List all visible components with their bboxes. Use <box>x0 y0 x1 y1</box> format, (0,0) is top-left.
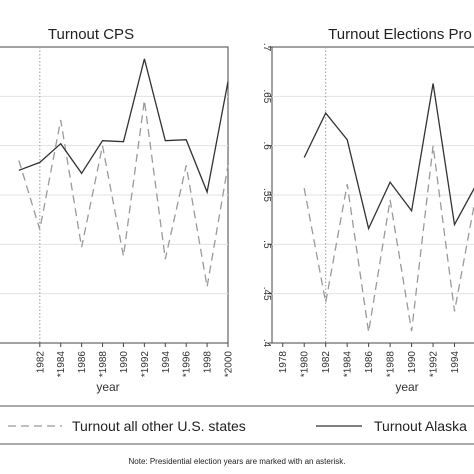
elections-y-tick-label: .4 <box>261 339 272 348</box>
elections-y-tick-label: .55 <box>261 188 272 202</box>
elections-x-tick-label: *1992 <box>429 351 440 378</box>
elections-series-line-others <box>303 145 474 333</box>
elections-x-tick-label: 1978 <box>278 351 289 374</box>
elections-y-tick-label: .45 <box>261 287 272 301</box>
elections-x-tick-label: 1982 <box>321 351 332 374</box>
cps-x-tick-label: *2000 <box>224 351 235 378</box>
cps-x-tick-label: 1994 <box>161 351 172 374</box>
elections-series-line-alaska <box>303 83 474 231</box>
elections-x-tick-label: 1994 <box>450 351 461 374</box>
footnote: Note: Presidential election years are ma… <box>129 457 346 466</box>
cps-chart-title: Turnout CPS <box>48 26 134 43</box>
cps-x-tick-label: 1986 <box>77 351 88 374</box>
elections-x-tick-label: *1980 <box>300 351 311 378</box>
elections-chart-title: Turnout Elections Pro <box>328 26 472 43</box>
elections-x-tick-label: *1988 <box>386 351 397 378</box>
elections-x-tick-label: 1986 <box>364 351 375 374</box>
cps-x-tick-label: *1984 <box>56 351 67 378</box>
elections-x-tick-label: 1990 <box>407 351 418 374</box>
legend-label-others: Turnout all other U.S. states <box>72 418 246 434</box>
cps-panel: Turnout CPS 1982 *1984 1986 *1988 1990 *1992 1… <box>0 26 235 394</box>
cps-x-tick-label: *1992 <box>140 351 151 378</box>
legend-box <box>0 405 474 445</box>
cps-x-tick-label: *1988 <box>98 351 109 378</box>
cps-x-axis-label: year <box>96 380 119 394</box>
elections-y-tick-label: .6 <box>261 141 272 150</box>
elections-y-tick-label: .5 <box>261 240 272 249</box>
cps-series-line-alaska <box>18 58 229 195</box>
elections-x-axis-label: year <box>395 380 418 394</box>
cps-series-line-others <box>18 100 229 287</box>
elections-plot-area: .4 .45 .5 .55 .6 .65 .7 1978 *1980 1982 *1984 1986 *… <box>261 43 474 377</box>
cps-x-tick-label: *1996 <box>182 351 193 378</box>
legend: Turnout all other U.S. states Turnout Al… <box>0 405 474 445</box>
cps-plot-area: 1982 *1984 1986 *1988 1990 *1992 1994 *1996 1998… <box>0 46 235 378</box>
elections-y-tick-label: .7 <box>261 43 272 52</box>
elections-x-tick-label: *1984 <box>343 351 354 378</box>
cps-x-tick-label: 1990 <box>119 351 130 374</box>
cps-x-tick-label: 1998 <box>203 351 214 374</box>
elections-y-tick-label: .65 <box>261 89 272 103</box>
elections-panel: Turnout Elections Pro .4 .45 .5 .55 .6 .65 .7 1… <box>261 26 474 394</box>
cps-x-tick-label: 1982 <box>35 351 46 374</box>
legend-label-alaska: Turnout Alaska <box>374 418 467 434</box>
